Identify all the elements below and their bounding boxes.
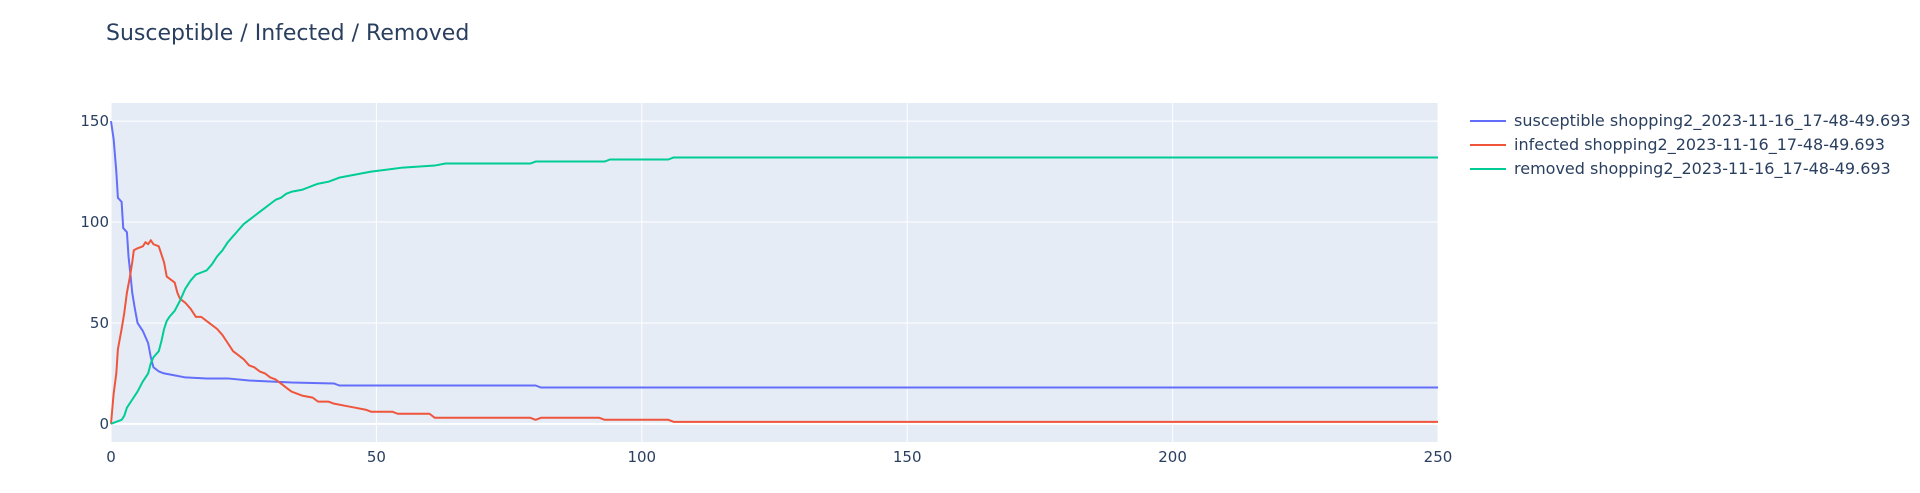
chart-title: Susceptible / Infected / Removed (106, 21, 469, 46)
y-axis-ticks: 0 50 100 150 (80, 112, 109, 433)
legend-item-2[interactable]: removed shopping2_2023-11-16_17-48-49.69… (1470, 159, 1891, 179)
x-tick-label-1: 50 (367, 448, 386, 466)
x-axis-ticks: 0 50 100 150 200 250 (106, 448, 1452, 466)
legend-label-0: susceptible shopping2_2023-11-16_17-48-4… (1514, 111, 1911, 131)
plot-area (111, 103, 1438, 442)
x-tick-label-3: 150 (893, 448, 922, 466)
series-line-1 (110, 239, 1438, 424)
y-tick-label-0: 0 (99, 415, 109, 433)
x-tick-label-5: 250 (1424, 448, 1453, 466)
legend-label-1: infected shopping2_2023-11-16_17-48-49.6… (1514, 135, 1885, 155)
series-line-2 (110, 156, 1438, 425)
legend-item-0[interactable]: susceptible shopping2_2023-11-16_17-48-4… (1470, 111, 1911, 131)
x-tick-label-2: 100 (627, 448, 656, 466)
y-tick-label-3: 150 (80, 112, 109, 130)
x-tick-label-4: 200 (1158, 448, 1187, 466)
legend[interactable]: susceptible shopping2_2023-11-16_17-48-4… (1470, 111, 1911, 179)
x-tick-label-0: 0 (106, 448, 116, 466)
legend-item-1[interactable]: infected shopping2_2023-11-16_17-48-49.6… (1470, 135, 1885, 155)
grid-lines (110, 103, 1439, 442)
legend-label-2: removed shopping2_2023-11-16_17-48-49.69… (1514, 159, 1891, 179)
y-tick-label-2: 100 (80, 213, 109, 231)
y-tick-label-1: 50 (90, 314, 109, 332)
series-line-0 (110, 121, 1438, 389)
series-lines (110, 121, 1438, 425)
